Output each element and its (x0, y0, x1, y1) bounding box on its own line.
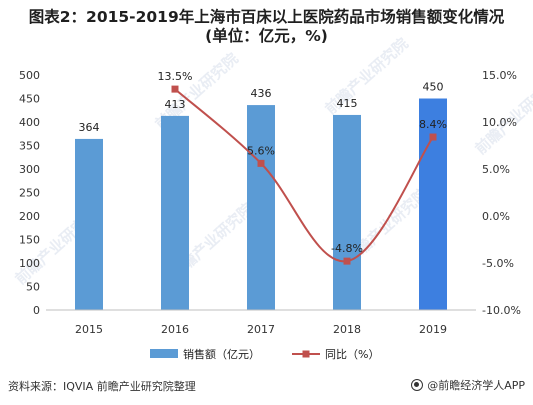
x-tick-label: 2015 (75, 323, 103, 336)
bar-value-label: 436 (251, 87, 272, 100)
left-tick-label: 450 (19, 93, 40, 106)
left-tick-label: 250 (19, 187, 40, 200)
left-axis: 0 50 100 150 200 250 300 350 400 450 500 (19, 69, 40, 317)
title-line-1: 图表2：2015-2019年上海市百床以上医院药品市场销售额变化情况 (28, 8, 505, 26)
growth-marker (171, 85, 179, 93)
left-tick-label: 200 (19, 210, 40, 223)
legend-label-line: 同比（%） (325, 348, 379, 361)
x-tick-label: 2018 (333, 323, 361, 336)
growth-marker (257, 159, 265, 167)
growth-value-label: -4.8% (331, 242, 363, 255)
bar-labels: 364 413 436 415 450 (79, 81, 444, 134)
x-tick-label: 2019 (419, 323, 447, 336)
line-labels: 13.5% 5.6% -4.8% 8.4% (158, 70, 447, 255)
brand-text: @前瞻经济学人APP (427, 379, 525, 392)
source-note: 资料来源：IQVIA 前瞻产业研究院整理 (8, 380, 196, 393)
left-tick-label: 300 (19, 163, 40, 176)
line-series (171, 85, 437, 265)
legend-swatch-bar (150, 349, 178, 358)
bar-value-label: 450 (423, 81, 444, 94)
right-axis: -10.0% -5.0% 0.0% 5.0% 10.0% 15.0% (482, 69, 521, 317)
chart-title: 图表2：2015-2019年上海市百床以上医院药品市场销售额变化情况 (单位：亿… (0, 8, 533, 46)
growth-marker (429, 133, 437, 141)
right-tick-label: 10.0% (482, 116, 517, 129)
bar (333, 114, 361, 310)
growth-line (174, 88, 434, 263)
growth-value-label: 13.5% (158, 70, 193, 83)
bar-value-label: 364 (79, 121, 100, 134)
growth-value-label: 8.4% (419, 118, 447, 131)
right-tick-label: 15.0% (482, 69, 517, 82)
brand-logo-icon (411, 379, 424, 391)
growth-marker (343, 257, 351, 265)
left-tick-label: 150 (19, 234, 40, 247)
bar-value-label: 415 (337, 97, 358, 110)
bar (75, 138, 103, 310)
left-tick-label: 500 (19, 69, 40, 82)
legend: 销售额（亿元） 同比（%） (150, 347, 379, 361)
right-tick-label: 5.0% (482, 163, 510, 176)
brand-credit: @前瞻经济学人APP (411, 377, 525, 393)
legend-label-bar: 销售额（亿元） (183, 347, 260, 361)
x-axis: 2015 2016 2017 2018 2019 (46, 309, 476, 336)
x-tick-label: 2016 (161, 323, 189, 336)
left-tick-label: 100 (19, 257, 40, 270)
bar (161, 115, 189, 310)
right-tick-label: -5.0% (482, 257, 514, 270)
x-tick-label: 2017 (247, 323, 275, 336)
title-line-2: (单位：亿元，%) (205, 27, 328, 45)
legend-marker-line (302, 350, 310, 358)
growth-value-label: 5.6% (247, 144, 275, 157)
bar (247, 105, 275, 310)
bar-series (75, 98, 447, 310)
left-tick-label: 350 (19, 140, 40, 153)
left-tick-label: 400 (19, 116, 40, 129)
left-tick-label: 50 (26, 281, 40, 294)
right-tick-label: 0.0% (482, 210, 510, 223)
watermark: 前瞻产业研究院 (322, 34, 412, 118)
right-tick-label: -10.0% (482, 304, 521, 317)
bar-value-label: 413 (165, 98, 186, 111)
left-tick-label: 0 (33, 304, 40, 317)
